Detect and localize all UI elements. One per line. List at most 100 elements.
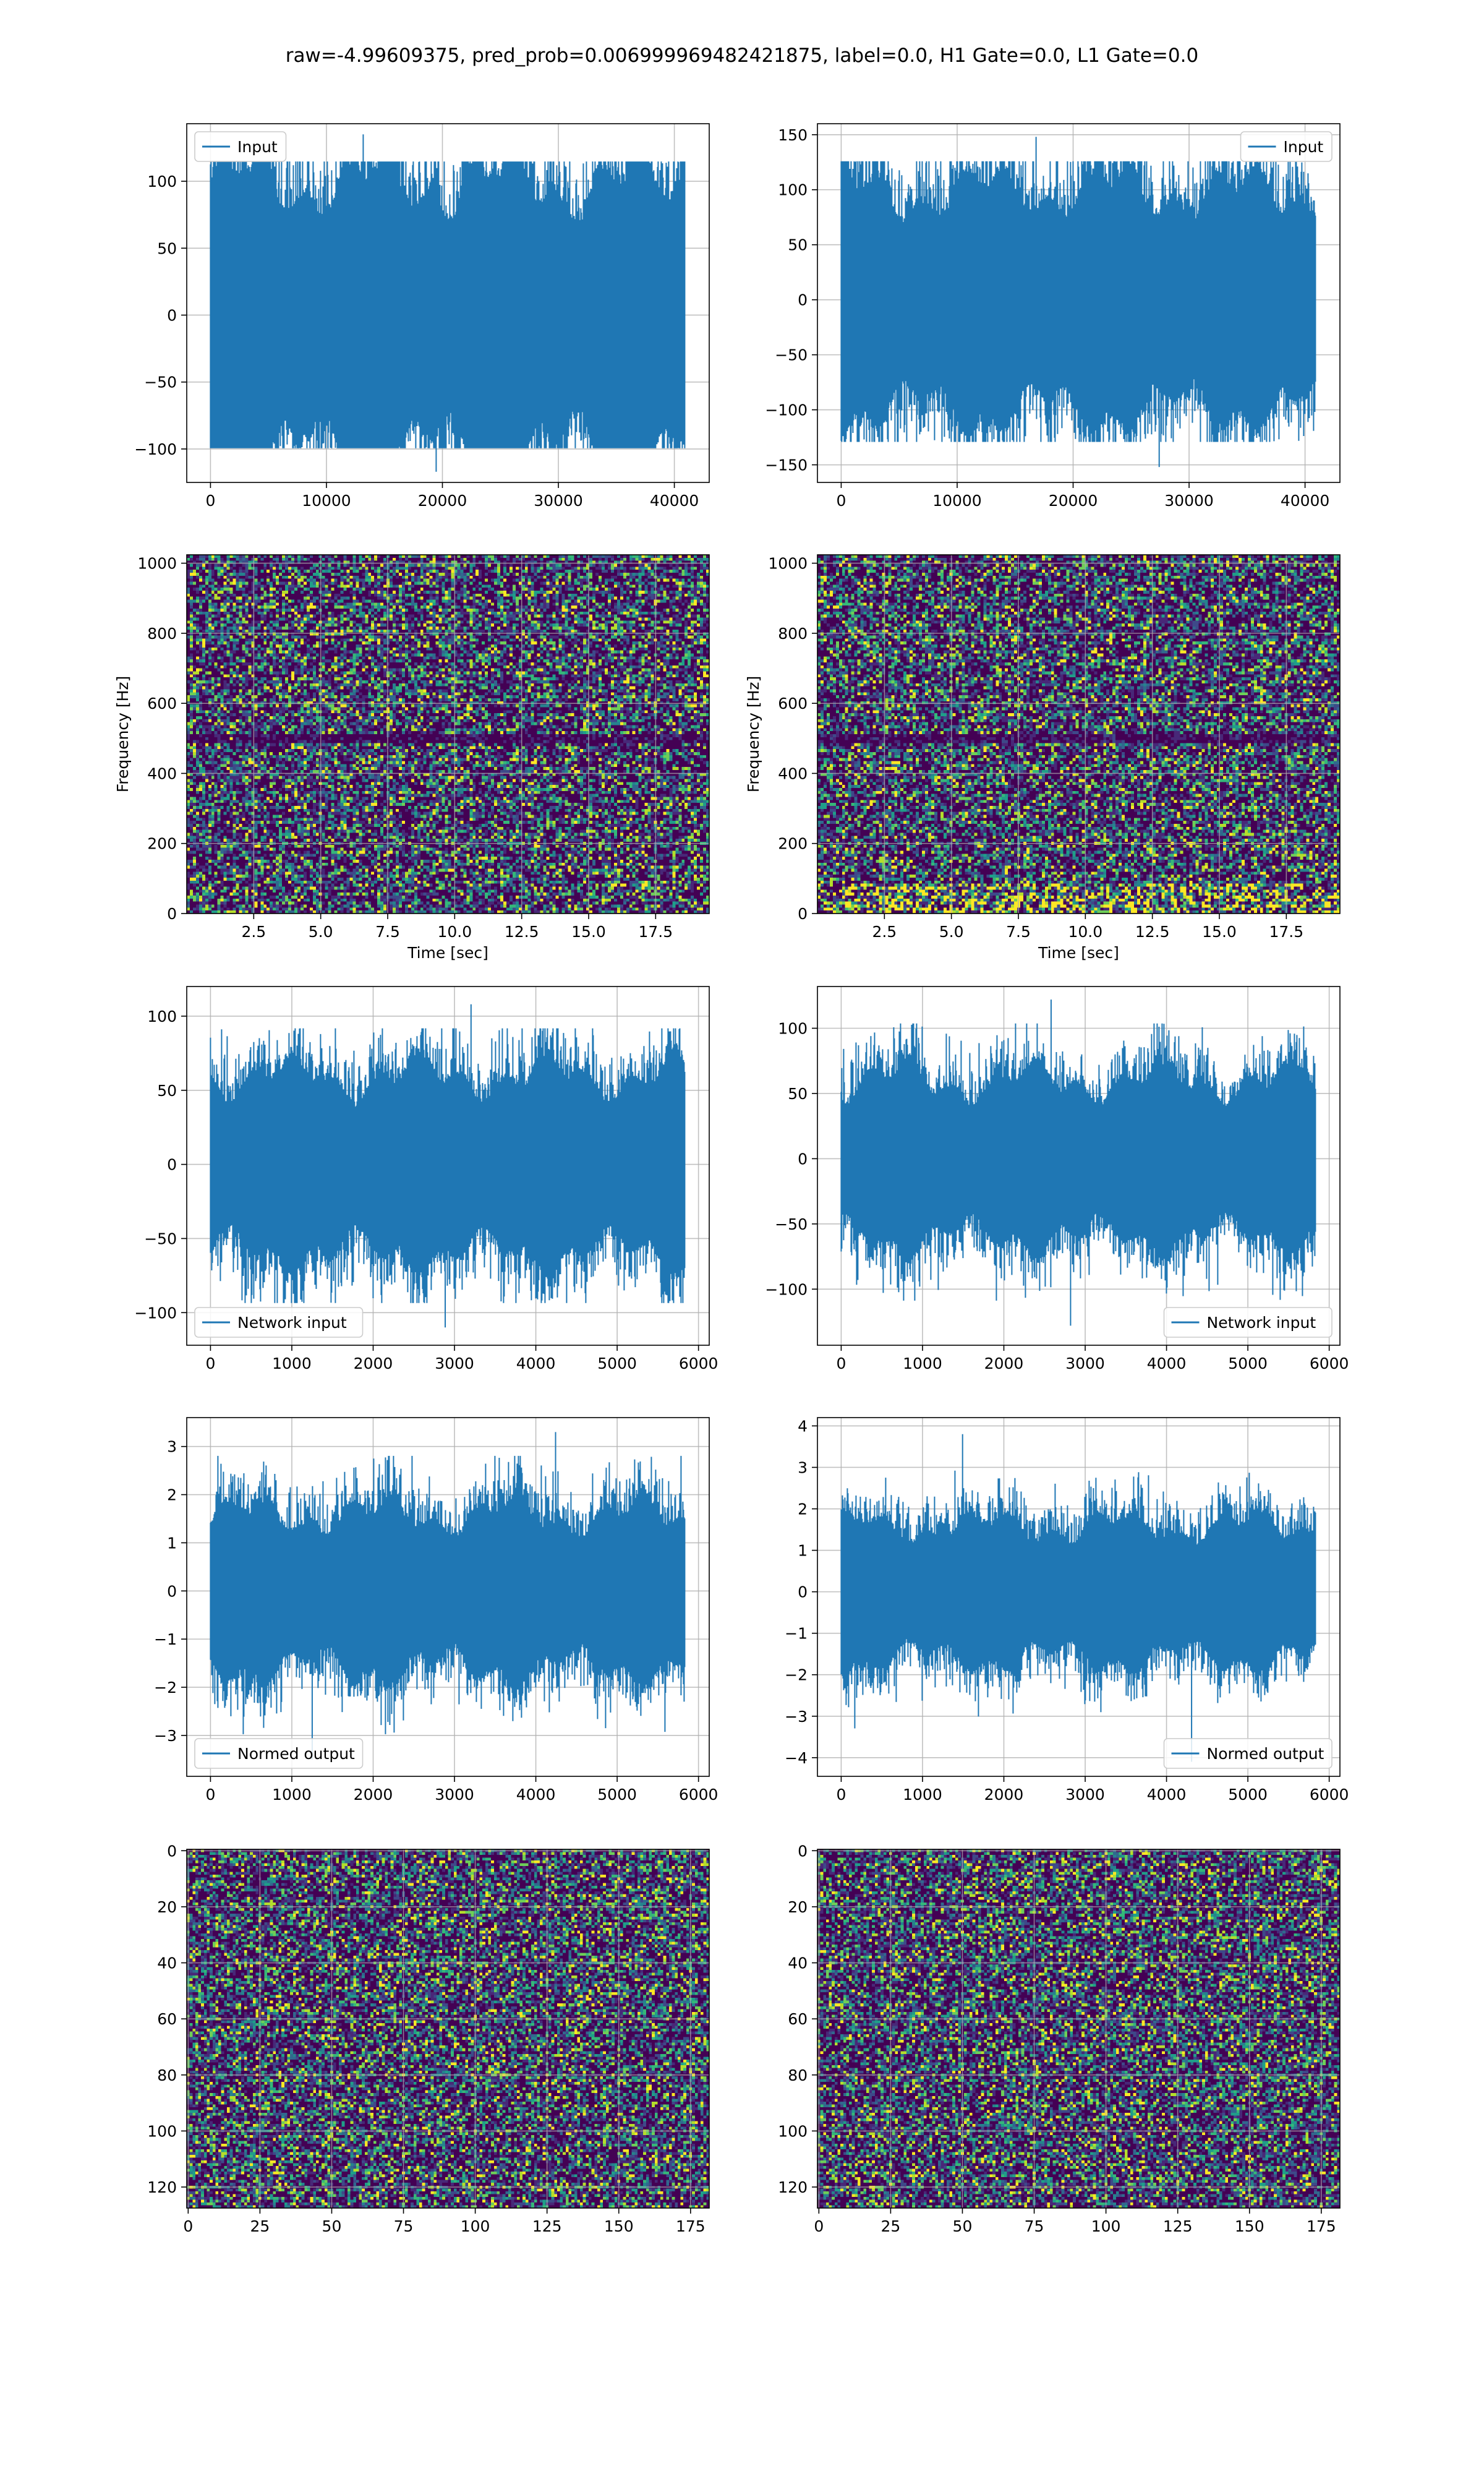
y-tick-label: 1 xyxy=(798,1542,808,1560)
y-tick-label: 200 xyxy=(778,835,808,853)
x-tick-label: 40000 xyxy=(650,492,699,510)
x-tick-label: 15.0 xyxy=(571,923,606,941)
x-tick-label: 3000 xyxy=(435,1355,474,1372)
y-tick-label: 2 xyxy=(167,1486,177,1504)
x-tick-label: 6000 xyxy=(1310,1355,1349,1372)
x-tick-label: 75 xyxy=(394,2217,414,2235)
y-tick-label: 60 xyxy=(157,2010,177,2028)
y-tick-label: −1 xyxy=(785,1625,808,1643)
x-tick-label: 20000 xyxy=(1049,492,1098,510)
series-line xyxy=(210,134,686,472)
y-tick-label: 3 xyxy=(798,1458,808,1476)
y-tick-label: 20 xyxy=(157,1898,177,1916)
x-tick-label: 40000 xyxy=(1281,492,1330,510)
y-tick-label: −50 xyxy=(144,1230,177,1248)
y-tick-label: 120 xyxy=(147,2178,177,2196)
y-axis-label: Frequency [Hz] xyxy=(744,676,762,793)
chart-h1-input: 0 10000 20000 30000 40000 −100 −50 0 50 100 Input xyxy=(134,123,710,510)
chart-h1-spectrogram: 2.5 5.0 7.5 10.0 12.5 15.0 17.5 0 200 400 600 800 10… xyxy=(114,554,710,962)
chart-h1-image: 0 25 50 75 100 125 150 175 0 20 40 60 80 100 120 xyxy=(147,1842,710,2235)
y-tick-label: 100 xyxy=(778,1019,808,1037)
y-tick-label: 3 xyxy=(167,1438,177,1456)
axes-frame xyxy=(817,554,1341,914)
y-tick-label: 200 xyxy=(147,835,177,853)
x-tick-label: 6000 xyxy=(679,1355,719,1372)
x-tick-label: 2000 xyxy=(354,1355,393,1372)
x-tick-label: 6000 xyxy=(1310,1786,1349,1804)
x-tick-label: 25 xyxy=(250,2217,270,2235)
x-tick-label: 10.0 xyxy=(1068,923,1102,941)
x-tick-label: 25 xyxy=(881,2217,900,2235)
x-tick-label: 0 xyxy=(205,492,215,510)
panel-grid: 0 10000 20000 30000 40000−100−50050100Input0… xyxy=(114,123,1349,2235)
legend: Normed output xyxy=(1163,1738,1333,1769)
y-tick-label: 50 xyxy=(157,239,177,257)
y-tick-label: 150 xyxy=(778,126,808,144)
heatmap-image xyxy=(817,555,1340,914)
x-tick-label: 15.0 xyxy=(1202,923,1237,941)
y-tick-label: −50 xyxy=(775,1215,808,1233)
x-tick-label: 12.5 xyxy=(1135,923,1170,941)
x-tick-label: 3000 xyxy=(1065,1786,1105,1804)
axes-frame xyxy=(817,1417,1341,1777)
y-tick-label: 80 xyxy=(788,2066,808,2084)
x-tick-label: 10000 xyxy=(302,492,351,510)
x-tick-label: 4000 xyxy=(516,1355,556,1372)
x-tick-label: 3000 xyxy=(1065,1355,1105,1372)
y-tick-label: −2 xyxy=(154,1679,177,1697)
x-tick-label: 0 xyxy=(836,1786,846,1804)
x-tick-label: 2000 xyxy=(354,1786,393,1804)
x-tick-label: 50 xyxy=(953,2217,973,2235)
x-tick-label: 0 xyxy=(836,492,846,510)
x-tick-label: 30000 xyxy=(534,492,583,510)
y-tick-label: 0 xyxy=(167,306,177,324)
y-tick-label: 20 xyxy=(788,1898,808,1916)
y-tick-label: −50 xyxy=(775,346,808,364)
y-tick-label: −100 xyxy=(765,1280,808,1298)
x-tick-label: 175 xyxy=(1307,2217,1336,2235)
y-tick-label: 4 xyxy=(798,1417,808,1435)
chart-l1-image: 0 25 50 75 100 125 150 175 0 20 40 60 80 100 120 xyxy=(778,1842,1341,2235)
legend-label: Network input xyxy=(1207,1314,1316,1332)
legend-box xyxy=(1163,1307,1333,1338)
grid xyxy=(817,555,1340,914)
x-tick-label: 125 xyxy=(532,2217,562,2235)
heatmap-image xyxy=(187,1849,709,2208)
heatmap-image xyxy=(187,555,709,914)
legend: Input xyxy=(1240,131,1333,162)
x-tick-label: 5.0 xyxy=(939,923,964,941)
x-tick-label: 10000 xyxy=(932,492,982,510)
y-tick-label: 400 xyxy=(147,764,177,782)
series-line xyxy=(840,137,1316,468)
legend-label: Input xyxy=(1284,138,1324,156)
y-tick-label: 1000 xyxy=(768,555,808,573)
y-tick-label: 0 xyxy=(798,291,808,309)
y-tick-label: 600 xyxy=(778,695,808,713)
y-tick-label: −100 xyxy=(134,1304,177,1322)
x-tick-label: 0 xyxy=(205,1355,215,1372)
chart-l1-spectrogram: 2.5 5.0 7.5 10.0 12.5 15.0 17.5 0 200 400 600 800 10… xyxy=(744,554,1341,962)
x-tick-label: 5000 xyxy=(1228,1355,1268,1372)
y-tick-label: 600 xyxy=(147,695,177,713)
x-tick-label: 2000 xyxy=(984,1786,1024,1804)
x-tick-label: 0 xyxy=(205,1786,215,1804)
x-tick-label: 1000 xyxy=(903,1355,942,1372)
x-tick-label: 4000 xyxy=(1147,1355,1187,1372)
y-tick-label: 100 xyxy=(778,181,808,199)
x-tick-label: 50 xyxy=(322,2217,342,2235)
y-tick-label: 40 xyxy=(157,1954,177,1972)
figure-suptitle: raw=-4.99609375, pred_prob=0.00699996948… xyxy=(286,45,1198,67)
legend-box xyxy=(194,1738,364,1769)
y-tick-label: 800 xyxy=(778,625,808,643)
legend-box xyxy=(194,1307,364,1338)
y-tick-label: 50 xyxy=(157,1082,177,1100)
chart-l1-network-input: 0 1000 2000 3000 4000 5000 6000 −100 −50 0 50 100 Ne… xyxy=(765,986,1349,1372)
legend-box xyxy=(1240,131,1333,162)
legend: Input xyxy=(194,131,287,162)
y-tick-label: 100 xyxy=(778,2122,808,2140)
axes-frame xyxy=(817,123,1341,483)
y-tick-label: 0 xyxy=(798,1583,808,1601)
x-tick-label: 17.5 xyxy=(638,923,673,941)
x-axis-label: Time [sec] xyxy=(407,944,488,962)
